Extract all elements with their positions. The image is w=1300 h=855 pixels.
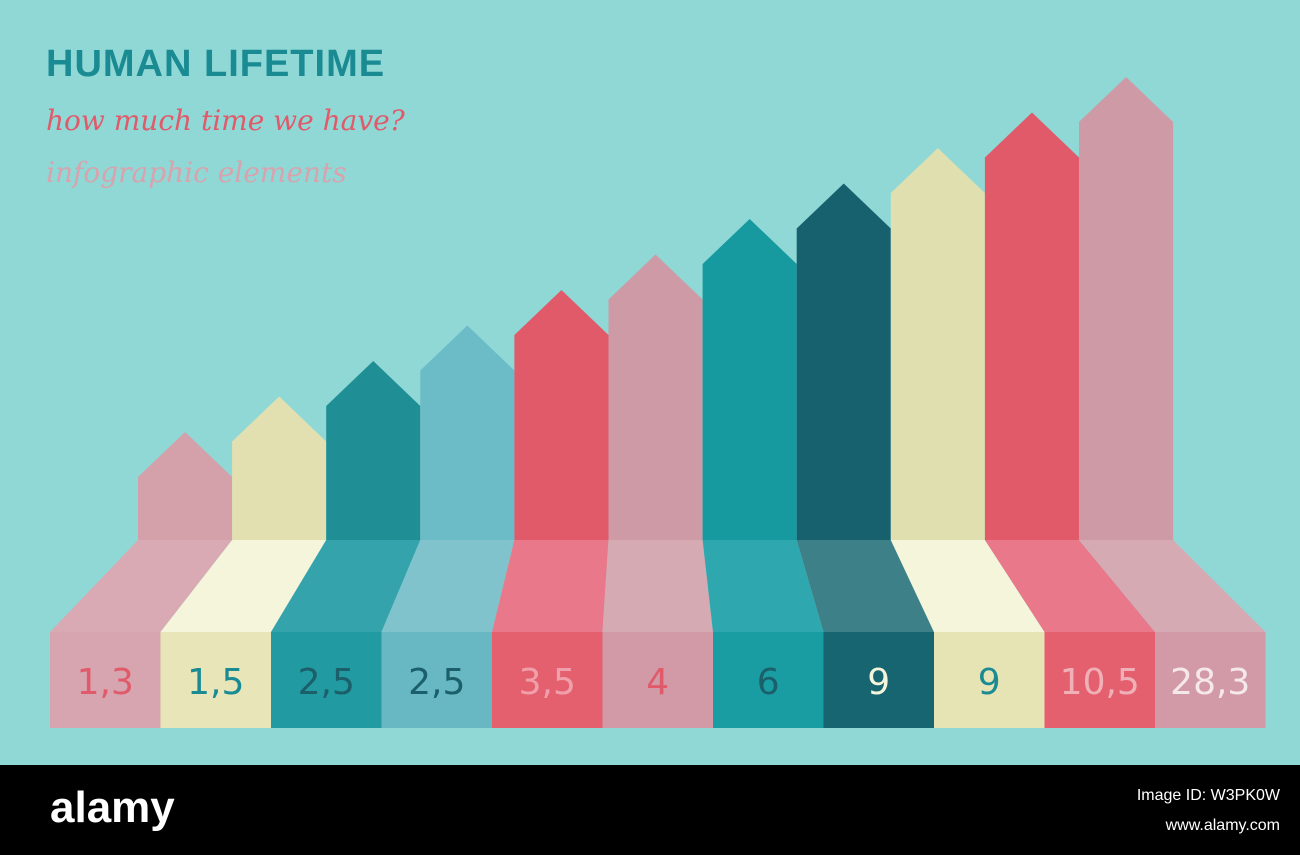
value-label: 3,5 bbox=[519, 662, 576, 703]
footer-url: www.alamy.com bbox=[1165, 817, 1280, 834]
arrow-slant bbox=[160, 540, 327, 632]
value-box bbox=[602, 632, 713, 728]
arrow-slant bbox=[492, 540, 609, 632]
value-box bbox=[492, 632, 603, 728]
title: HUMAN LIFETIME bbox=[46, 43, 385, 85]
value-box bbox=[1044, 632, 1155, 728]
arrow bbox=[420, 325, 515, 540]
image-id: Image ID: W3PK0W bbox=[1137, 787, 1281, 804]
value-label: 9 bbox=[978, 662, 1001, 703]
value-label: 28,3 bbox=[1170, 662, 1250, 703]
arrow bbox=[608, 254, 703, 540]
footer-logo: alamy bbox=[50, 783, 175, 832]
arrow-slant bbox=[602, 540, 713, 632]
value-label: 6 bbox=[757, 662, 780, 703]
arrow-slant bbox=[890, 540, 1045, 632]
value-label: 1,3 bbox=[77, 662, 134, 703]
arrow-slant bbox=[271, 540, 421, 632]
value-box bbox=[160, 632, 271, 728]
arrow-slant bbox=[1079, 540, 1266, 632]
value-label: 1,5 bbox=[187, 662, 244, 703]
value-box bbox=[1155, 632, 1266, 728]
value-box bbox=[50, 632, 161, 728]
value-label: 2,5 bbox=[298, 662, 355, 703]
value-label: 4 bbox=[646, 662, 669, 703]
arrow bbox=[138, 432, 233, 540]
arrow-slant bbox=[796, 540, 934, 632]
value-label: 10,5 bbox=[1060, 662, 1140, 703]
arrow bbox=[326, 361, 421, 540]
value-label: 2,5 bbox=[408, 662, 465, 703]
arrow bbox=[796, 183, 891, 540]
arrow bbox=[514, 290, 609, 540]
caption: infographic elements bbox=[46, 156, 347, 189]
arrow-slant bbox=[984, 540, 1155, 632]
value-box bbox=[713, 632, 824, 728]
arrow-slant bbox=[50, 540, 233, 632]
subtitle: how much time we have? bbox=[46, 104, 406, 137]
arrow bbox=[890, 148, 985, 540]
arrow bbox=[232, 396, 327, 540]
arrow bbox=[702, 219, 797, 540]
arrow bbox=[984, 112, 1079, 540]
footer-bar bbox=[0, 765, 1300, 855]
value-box bbox=[381, 632, 492, 728]
value-box bbox=[823, 632, 934, 728]
value-box bbox=[934, 632, 1045, 728]
value-box bbox=[271, 632, 382, 728]
columns: 1,3 1,5 2,5 2,5 3,5 4 6 9 9 10,5 28,3 bbox=[50, 77, 1266, 728]
arrow-slant bbox=[702, 540, 824, 632]
arrow-slant bbox=[381, 540, 515, 632]
value-label: 9 bbox=[867, 662, 890, 703]
arrow bbox=[1079, 77, 1174, 540]
